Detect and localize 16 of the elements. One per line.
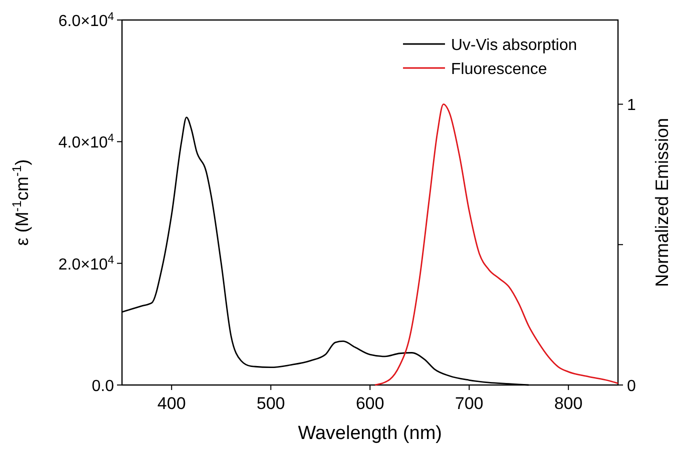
y2-tick-label: 1 xyxy=(627,97,636,114)
x-tick-label: 800 xyxy=(554,394,583,413)
legend-label: Uv-Vis absorption xyxy=(451,37,577,54)
x-tick-label: 400 xyxy=(157,394,186,413)
y2-tick-label: 0 xyxy=(627,378,636,395)
y-tick-label: 4.0×10$^{4}$ xyxy=(58,132,114,152)
line-series xyxy=(374,104,619,386)
x-tick-label: 600 xyxy=(356,394,384,413)
y-tick-label: 2.0×10$^{4}$ xyxy=(58,254,114,274)
y-tick-label: 6.0×10$^{4}$ xyxy=(58,11,114,30)
y2-axis-title: Normalized Emission xyxy=(652,118,672,288)
x-tick-label: 500 xyxy=(256,394,285,413)
x-axis-title: Wavelength (nm) xyxy=(298,423,442,444)
legend-label: Fluorescence xyxy=(451,61,548,78)
x-tick-label: 700 xyxy=(455,394,484,413)
y-tick-label: 0.0 xyxy=(92,378,114,395)
